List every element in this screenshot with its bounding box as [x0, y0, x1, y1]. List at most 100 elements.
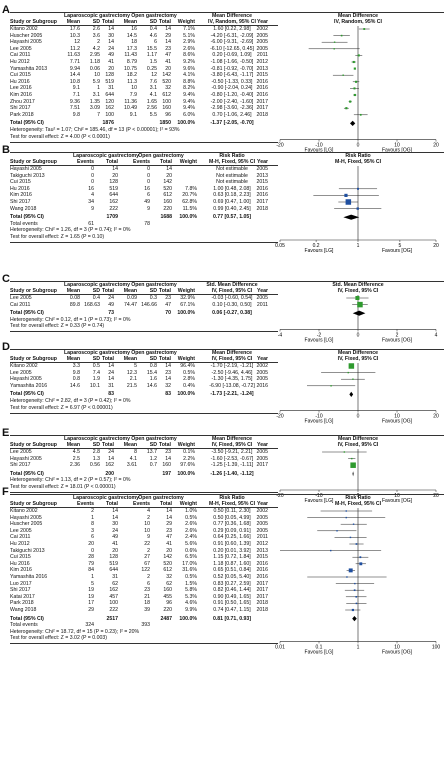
cell-m1: 17.6: [69, 26, 80, 32]
cell-n2: 14: [166, 514, 172, 521]
study-name: Kitano 2002: [10, 508, 38, 514]
weight-cell: 1.0%: [185, 508, 197, 514]
study-marker: [352, 523, 355, 525]
cell-n2: 160: [162, 462, 171, 469]
cell-m1: 14.6: [69, 382, 80, 389]
cell-n1: 222: [109, 205, 118, 212]
x-tick-label: -20: [276, 414, 283, 420]
ci-cell: Not estimable: [216, 166, 248, 172]
cell-sd2: 15.4: [146, 369, 157, 376]
study-marker: [359, 562, 363, 566]
cell-n1: 41: [108, 59, 114, 65]
cell-sd2: 146.66: [141, 301, 157, 308]
cell-m1: 7.51: [69, 105, 80, 112]
study-marker: [352, 60, 355, 64]
cell-n1: 14: [112, 508, 118, 514]
weight-cell: 0.4%: [183, 382, 195, 389]
cell-e1: 79: [88, 560, 94, 567]
year-cell: 2011: [256, 534, 268, 541]
cell-m2: 11.3: [127, 78, 137, 85]
year-cell: 2015: [256, 72, 268, 79]
study-marker: [359, 556, 362, 559]
weight-cell: 6.5%: [185, 554, 197, 561]
cell-m1: 9.94: [69, 65, 80, 72]
year-cell: 2005: [256, 166, 268, 172]
cell-sd1: 1: [97, 85, 100, 92]
cell-n1: 162: [109, 199, 118, 205]
column-header: M-H, Fixed, 95% CI: [208, 159, 256, 165]
column-header: Study or Subgroup: [10, 501, 57, 507]
favours-left-label: Favours [LG]: [305, 148, 335, 154]
forest-plot: -20 -10 0 10 20 Favours [LG] Favours [OG]: [276, 26, 439, 154]
total-n2: 70: [165, 310, 171, 317]
column-header: SD: [149, 442, 157, 448]
column-header: Weight: [179, 159, 197, 165]
favours-right-label: Favours [OG]: [382, 419, 413, 425]
study-name: Hu 2016: [10, 185, 30, 192]
cell-m1: 11.2: [70, 45, 80, 52]
study-name: Takiguchi 2013: [10, 547, 45, 554]
cell-m2: 10: [131, 85, 137, 92]
year-cell: 2015: [256, 179, 268, 186]
cell-e1: 0: [91, 166, 94, 172]
column-header: Total: [158, 356, 171, 362]
cell-n2: 96: [165, 111, 171, 118]
column-header: Mean: [66, 19, 80, 25]
column-header: SD: [92, 356, 100, 362]
cell-n2: 32: [166, 574, 172, 580]
cell-n2: 41: [166, 541, 172, 547]
rule-line: [10, 141, 278, 143]
ci-cell: 0.83 [0.27, 2.59]: [213, 580, 251, 587]
ci-cell: 0.91 [0.50, 1.65]: [213, 600, 251, 607]
column-header: Year: [257, 288, 268, 294]
cell-e1: 17: [88, 600, 94, 607]
column-header: Total: [101, 442, 114, 448]
group1-header: Laparoscopic gastrectomy: [72, 153, 140, 159]
total-label: Total (95% CI): [10, 470, 44, 477]
study-name: Kim 2016: [10, 92, 32, 98]
forest-plot: -20 -10 0 10 20 Favours [LG] Favours [OG]: [276, 363, 439, 425]
ci-cell: 0.77 [0.36, 1.68]: [213, 521, 251, 528]
column-header: IV, Random, 95% CI: [208, 19, 256, 25]
effect-subheader-right: IV, Fixed, 95% CI: [337, 356, 379, 362]
weight-cell: 0.1%: [183, 449, 195, 455]
cell-e2: 21: [144, 593, 150, 600]
ci-cell: 0.90 [0.49, 1.65]: [213, 593, 251, 600]
cell-m2: 9.1: [129, 111, 137, 118]
x-tick-label: 100: [432, 644, 441, 650]
year-cell: 2017: [256, 462, 268, 469]
cell-n1: 644: [105, 92, 114, 98]
rule-line: [10, 362, 278, 363]
weight-cell: 7.8%: [185, 185, 197, 192]
study-name: Cai 2011: [10, 52, 31, 59]
total-ci: -1.73 [-2.21, -1.24]: [210, 391, 254, 398]
cell-e2: 9: [147, 534, 150, 541]
x-tick-label: 20: [433, 414, 439, 420]
cell-n1: 14: [108, 455, 114, 462]
weight-cell: 31.6%: [182, 567, 197, 574]
cell-m2: 3.61: [126, 462, 137, 469]
column-header: IV, Fixed, 95% CI: [211, 288, 253, 294]
cell-n1: 519: [109, 560, 118, 567]
study-name: Luo 2017: [10, 580, 32, 587]
cell-e2: 10: [144, 521, 150, 528]
cell-m1: 2.36: [69, 462, 80, 469]
total-n2: 83: [165, 391, 171, 398]
study-marker: [345, 107, 348, 110]
total-label: Total (95% CI): [10, 214, 44, 221]
cell-m2: 0.09: [126, 295, 137, 301]
cell-m1: 3.3: [72, 363, 80, 369]
total-n2: 1688: [160, 214, 172, 221]
study-name: Cai 2011: [10, 301, 31, 308]
x-tick-label: -20: [276, 143, 283, 149]
total-weight: 100.0%: [179, 214, 197, 221]
cell-sd1: 1.3: [92, 455, 100, 462]
heterogeneity-text: Heterogeneity: Tau² = 1.07; Chi² = 185.4…: [10, 127, 180, 133]
total-weight: 100.0%: [177, 310, 195, 317]
cell-e2: 27: [144, 554, 150, 561]
panel-label: F: [2, 486, 9, 498]
rule-line: [10, 281, 444, 282]
study-marker: [346, 576, 348, 578]
ci-cell: 0.82 [0.46, 1.44]: [213, 587, 251, 594]
study-marker: [342, 74, 344, 76]
